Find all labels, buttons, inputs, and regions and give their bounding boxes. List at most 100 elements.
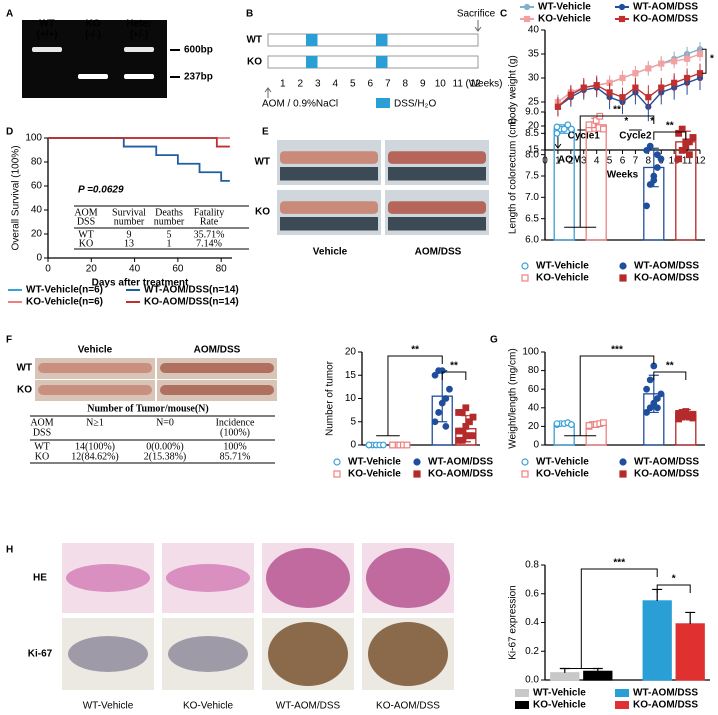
y-tick-label: 20 — [528, 121, 540, 132]
panel-letter: G — [490, 335, 498, 346]
legend-label: KO-Vehicle — [536, 273, 589, 284]
point — [646, 376, 654, 384]
series-line — [48, 137, 230, 182]
legend-swatch — [615, 689, 629, 697]
legend-label: KO-AOM/DSS — [633, 700, 698, 711]
point — [599, 125, 607, 133]
dss-legend-swatch — [376, 98, 390, 108]
y-tick-label: 100 — [25, 133, 42, 144]
week-label: 8 — [402, 79, 408, 90]
point — [458, 436, 466, 444]
table-title: Number of Tumor/mouse(N) — [87, 403, 208, 414]
row-label: HE — [33, 573, 47, 584]
week-label: 10 — [435, 79, 447, 90]
row-label: KO — [247, 57, 262, 68]
week-label: 7 — [385, 79, 391, 90]
legend-marker — [333, 458, 341, 466]
legend-label: WT-Vehicle — [348, 457, 401, 468]
point — [645, 65, 652, 72]
legend-marker — [618, 15, 626, 23]
week-label: 4 — [332, 79, 338, 90]
y-axis-title: Body weight (g) — [508, 55, 519, 124]
legend-label: WT-Vehicle — [538, 2, 591, 13]
y-axis-title: Number of tumor — [325, 360, 336, 436]
y-tick-label: 15 — [528, 145, 540, 156]
point — [442, 423, 450, 430]
legend-label: WT-AOM/DSS — [634, 457, 699, 468]
ki67-tissue — [168, 636, 248, 672]
bar — [642, 600, 672, 681]
panel-letter: D — [6, 127, 13, 138]
x-tick-label: 8 — [646, 156, 652, 167]
row-label: KO — [255, 207, 270, 218]
point — [568, 421, 575, 428]
panel-letter: E — [262, 127, 269, 138]
legend-label: WT-Vehicle — [536, 457, 589, 468]
col-label: Vehicle — [313, 247, 348, 258]
col-label: KO-Vehicle — [183, 701, 233, 712]
photo-ruler — [280, 167, 378, 181]
y-tick-label: 6.5 — [525, 213, 539, 224]
table-header: Deaths — [155, 207, 183, 218]
significance: ** — [411, 345, 419, 356]
point — [442, 395, 450, 402]
legend-label: WT-AOM/DSS — [428, 457, 493, 468]
point — [650, 399, 658, 407]
point — [379, 441, 387, 449]
lane-label: Heter — [126, 19, 152, 30]
annotation: AOM — [558, 155, 581, 166]
y-tick-label: 5 — [350, 416, 356, 427]
point — [658, 84, 665, 91]
bar — [675, 623, 705, 681]
gel-image — [22, 20, 167, 98]
significance: ** — [450, 361, 458, 372]
unit-label: (Weeks) — [465, 79, 502, 90]
legend-swatch — [615, 701, 629, 709]
y-tick-label: 60 — [528, 384, 540, 395]
point — [671, 58, 678, 65]
table-header: DSS — [33, 427, 51, 438]
y-tick-label: 30 — [528, 73, 540, 84]
sacrifice-arrow — [474, 20, 482, 32]
significance: ** — [666, 121, 674, 132]
point — [643, 385, 650, 393]
panel-letter: A — [6, 9, 13, 20]
week-label: 9 — [420, 79, 426, 90]
row-label: WT — [254, 157, 270, 168]
y-tick-label: 20 — [345, 347, 357, 358]
y-tick-label: 25 — [528, 97, 540, 108]
point — [654, 404, 661, 412]
legend-label: WT-AOM/DSS — [634, 261, 699, 272]
legend-marker — [521, 458, 529, 466]
legend-label: KO-Vehicle(n=6) — [26, 297, 103, 308]
point — [682, 409, 690, 417]
point — [678, 125, 686, 133]
point — [689, 414, 697, 422]
dss-block — [306, 34, 318, 46]
y-tick-label: 8.5 — [525, 128, 539, 139]
legend-label: KO-AOM/DSS — [634, 273, 699, 284]
x-tick-label: 4 — [594, 156, 600, 167]
point — [671, 79, 678, 86]
week-label: 5 — [350, 79, 356, 90]
table-cell: 35.71% — [194, 229, 225, 240]
panel-letter: C — [500, 9, 507, 20]
point — [657, 155, 665, 163]
legend-marker — [521, 274, 529, 282]
table-cell: 12(84.62%) — [71, 451, 119, 462]
lane-label: (-/-) — [85, 30, 101, 41]
table-header: Incidence — [216, 417, 255, 428]
x-tick-label: 20 — [86, 264, 98, 275]
point — [593, 82, 600, 89]
photo-ruler — [388, 217, 486, 231]
legend-label: KO-AOM/DSS — [428, 469, 493, 480]
legend-label: WT-AOM/DSS(n=14) — [144, 285, 239, 296]
annotation: * — [624, 116, 628, 127]
legend-swatch — [515, 701, 529, 709]
he-tissue — [366, 548, 450, 608]
x-axis-title: Days after treatment — [92, 278, 189, 289]
point — [431, 418, 439, 426]
point — [458, 409, 466, 416]
gel-band — [32, 47, 62, 52]
y-axis-title: Overall Survival (100%) — [11, 145, 22, 250]
